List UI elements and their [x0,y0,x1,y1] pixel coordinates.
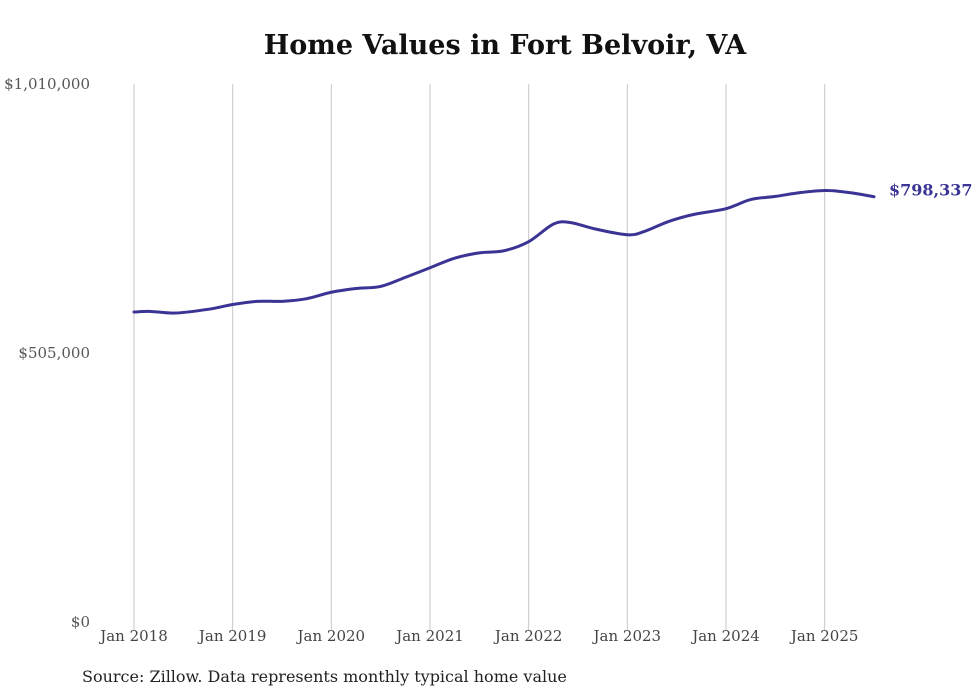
gridlines [133,84,826,630]
y-tick-label: $1,010,000 [4,75,90,93]
x-tick-label: Jan 2023 [592,627,662,645]
chart-title: Home Values in Fort Belvoir, VA [263,30,747,61]
x-tick-label: Jan 2024 [690,627,760,645]
x-tick-label: Jan 2021 [394,627,464,645]
plot-area: $798,337 [132,181,973,315]
end-value-label: $798,337 [889,181,973,200]
x-tick-label: Jan 2025 [789,627,859,645]
x-axis: Jan 2018 Jan 2019 Jan 2020 Jan 2021 Jan 2022… [98,627,858,645]
y-axis: $0 $505,000 $1,010,000 [4,75,90,631]
series-line [132,189,876,315]
y-tick-label: $505,000 [18,344,90,362]
x-tick-label: Jan 2022 [493,627,563,645]
x-tick-label: Jan 2020 [296,627,366,645]
x-tick-label: Jan 2019 [197,627,267,645]
x-tick-label: Jan 2018 [98,627,168,645]
chart-footer: Source: Zillow. Data represents monthly … [82,667,567,686]
y-tick-label: $0 [71,613,90,631]
